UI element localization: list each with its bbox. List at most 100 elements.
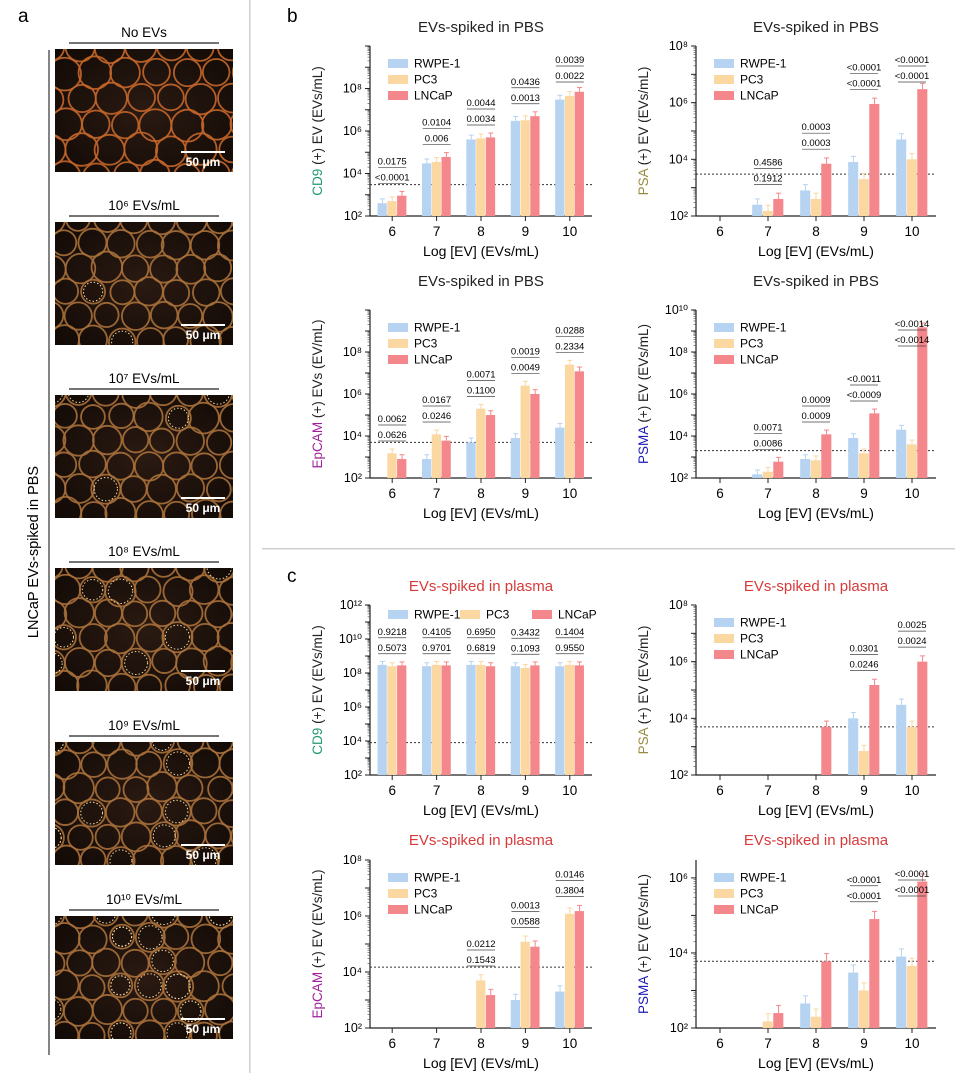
legend-swatch xyxy=(714,75,734,84)
legend-swatch xyxy=(714,59,734,68)
droplet xyxy=(126,83,156,112)
droplet xyxy=(120,742,153,757)
droplet xyxy=(206,870,232,896)
droplet xyxy=(119,568,150,583)
p-value: 0.0146 xyxy=(555,870,584,881)
bar-lncap xyxy=(530,116,540,216)
droplet xyxy=(55,403,78,429)
panel-label-a: a xyxy=(18,6,29,27)
legend-swatch xyxy=(388,355,408,364)
droplet xyxy=(232,916,233,919)
bar-rwpe-1 xyxy=(752,204,763,216)
legend-swatch xyxy=(532,610,552,619)
positive-droplet xyxy=(193,847,218,865)
p-value: <0.0001 xyxy=(847,891,882,902)
bar-pc3 xyxy=(810,460,821,478)
droplet xyxy=(91,395,120,407)
p-value: 0.3804 xyxy=(555,886,584,897)
droplet xyxy=(218,135,233,164)
droplet xyxy=(55,222,66,235)
micrograph-label: 10¹⁰ EVs/mL xyxy=(106,892,182,907)
droplet xyxy=(94,823,121,850)
droplet xyxy=(149,254,179,284)
micrograph-panel: 10¹⁰ EVs/mL 50 μm xyxy=(55,892,274,1073)
y-axis-label: EpCAM (+) EV (EVs/mL) xyxy=(310,870,325,1019)
panel-label-b: b xyxy=(287,6,298,27)
legend-label: RWPE-1 xyxy=(740,57,787,71)
chart-title: EVs-spiked in plasma xyxy=(744,578,889,595)
bar-pc3 xyxy=(520,941,530,1028)
droplet xyxy=(65,222,91,232)
droplet xyxy=(150,997,178,1025)
legend-swatch xyxy=(388,339,408,348)
droplet xyxy=(146,473,177,505)
droplet xyxy=(247,623,276,652)
droplet xyxy=(109,923,135,950)
droplet xyxy=(248,1023,274,1049)
droplet xyxy=(108,327,137,345)
x-tick-label: 6 xyxy=(388,1036,396,1051)
x-tick-label: 8 xyxy=(812,783,820,798)
y-axis-unit: (+) EV (EVs/mL) xyxy=(310,625,325,727)
bar-lncap xyxy=(397,195,407,216)
p-value: 0.0071 xyxy=(753,422,782,433)
legend-swatch xyxy=(714,873,734,882)
droplet xyxy=(121,916,149,927)
droplet xyxy=(78,449,107,479)
p-value: 0.0175 xyxy=(378,156,407,167)
legend-swatch xyxy=(388,323,408,332)
bar-pc3 xyxy=(520,385,530,478)
chart-title: EVs-spiked in plasma xyxy=(409,832,554,849)
chart-5: EVs-spiked in plasma 10² 10⁴ 10⁶ 10⁸ 10¹⁰ 10¹²… xyxy=(310,578,597,818)
legend-label: PC3 xyxy=(740,73,764,87)
bar-lncap xyxy=(397,459,407,478)
legend-swatch xyxy=(714,634,734,643)
p-value: <0.0001 xyxy=(895,869,930,880)
y-tick-label: 10⁶ xyxy=(343,700,362,714)
droplet xyxy=(109,56,141,89)
positive-droplet xyxy=(237,999,259,1021)
bar-lncap xyxy=(441,440,451,478)
droplet xyxy=(135,229,165,259)
droplet xyxy=(37,696,66,725)
x-tick-label: 9 xyxy=(860,486,868,501)
p-value: 0.0288 xyxy=(555,325,584,336)
droplet xyxy=(175,774,204,802)
y-tick-label: 10⁶ xyxy=(343,387,362,401)
x-tick-label: 7 xyxy=(433,1036,441,1051)
droplet xyxy=(179,1047,205,1073)
droplet xyxy=(205,476,232,503)
droplet xyxy=(120,1042,150,1072)
x-tick-label: 7 xyxy=(764,224,772,239)
droplet xyxy=(149,1045,178,1073)
droplet xyxy=(175,222,208,236)
bar-pc3 xyxy=(762,471,773,478)
droplet xyxy=(64,49,96,63)
droplet xyxy=(93,49,126,64)
positive-droplet xyxy=(164,799,189,824)
droplet xyxy=(66,698,91,723)
bar-pc3 xyxy=(906,444,917,478)
droplet xyxy=(76,669,108,691)
droplet xyxy=(39,872,66,899)
droplet-field xyxy=(39,742,271,899)
droplet xyxy=(80,751,107,778)
droplet xyxy=(55,969,80,1001)
x-tick-label: 10 xyxy=(904,1036,919,1051)
p-value: 0.4105 xyxy=(422,627,451,638)
x-tick-label: 6 xyxy=(716,486,724,501)
chart-4: EVs-spiked in PBS 10² 10⁴ 10⁶ 10⁸ 10¹⁰ PSMA (+… xyxy=(636,273,936,521)
droplet xyxy=(176,599,204,627)
droplet xyxy=(231,310,233,322)
micrograph-panel: 10⁷ EVs/mL 50 μm xyxy=(55,371,233,518)
droplet xyxy=(216,229,233,262)
x-tick-label: 10 xyxy=(562,486,577,501)
y-axis-marker: PSA xyxy=(636,168,651,195)
bar-pc3 xyxy=(906,159,917,216)
positive-droplet xyxy=(152,824,176,848)
droplet xyxy=(217,49,233,62)
bar-pc3 xyxy=(431,161,441,216)
positive-droplet xyxy=(249,850,271,872)
positive-droplet xyxy=(111,926,133,947)
droplet xyxy=(80,404,106,430)
